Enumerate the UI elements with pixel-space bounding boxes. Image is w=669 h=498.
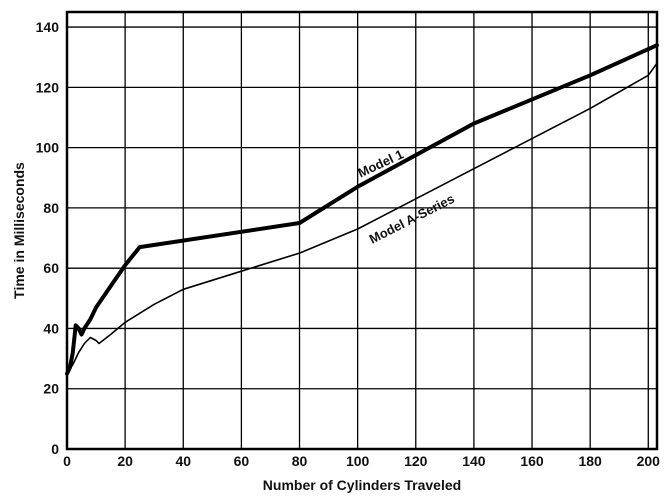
series-line-0 [65,43,659,376]
x-tick-label: 140 [462,453,486,469]
y-tick-label: 40 [43,320,59,336]
x-tick-label: 180 [578,453,602,469]
y-tick-label: 60 [43,260,59,276]
x-tick-label: 0 [63,453,71,469]
y-tick-label: 20 [43,381,59,397]
series-line-1 [66,62,658,375]
y-tick-label: 120 [36,79,60,95]
series-layer [65,43,659,376]
y-tick-label: 0 [51,441,59,457]
x-tick-label: 120 [404,453,428,469]
x-tick-label: 80 [292,453,308,469]
x-tick-label: 160 [520,453,544,469]
plot-area [65,10,659,451]
x-tick-label: 60 [234,453,250,469]
y-tick-label: 140 [36,19,60,35]
x-tick-label: 200 [637,453,661,469]
grid [67,12,657,449]
tick-labels: 0 20 40 60 80 100 120 140 160 180 200 0 20 40 60 80 100 1… [36,19,661,469]
x-axis-label: Number of Cylinders Traveled [263,477,461,493]
x-tick-label: 100 [346,453,370,469]
series-label-model-a-series: Model A-Series [367,191,457,247]
y-tick-label: 100 [36,140,60,156]
y-tick-label: 80 [43,200,59,216]
y-axis-label: Time in Milliseconds [11,162,27,299]
x-tick-label: 40 [175,453,191,469]
plot-frame [65,10,659,451]
x-tick-label: 20 [117,453,133,469]
